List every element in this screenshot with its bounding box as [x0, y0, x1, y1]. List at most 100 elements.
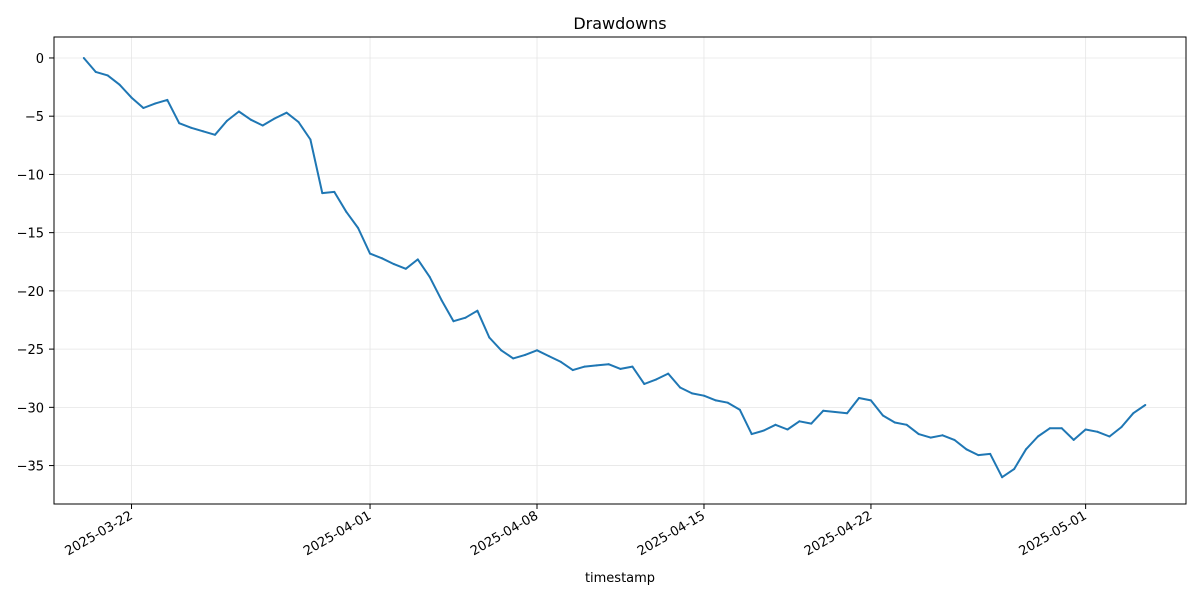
- data-point: [214, 133, 216, 136]
- data-point: [321, 192, 324, 195]
- data-point: [416, 258, 419, 261]
- y-tick-label: −30: [17, 401, 44, 416]
- data-point: [333, 190, 336, 193]
- data-point: [738, 408, 741, 411]
- series-layer: [82, 57, 1147, 479]
- data-point: [142, 107, 145, 109]
- data-point: [929, 436, 932, 439]
- data-point: [1084, 428, 1087, 431]
- grid-lines: [54, 37, 1186, 504]
- data-point: [726, 401, 729, 404]
- data-point: [703, 394, 705, 397]
- data-point: [643, 383, 646, 385]
- data-point: [810, 422, 813, 425]
- data-point: [1096, 430, 1099, 433]
- y-axis: 0 −5 −10 −15 −20 −25 −30 −35: [17, 52, 54, 475]
- y-tick-label: −35: [17, 460, 44, 475]
- data-point: [762, 429, 765, 432]
- data-point: [631, 365, 634, 368]
- data-point: [94, 70, 97, 73]
- data-point: [905, 423, 908, 426]
- y-tick-label: −5: [25, 110, 44, 125]
- y-tick-label: −20: [17, 285, 44, 300]
- data-point: [691, 392, 694, 395]
- data-point: [1060, 427, 1063, 430]
- data-point: [1144, 404, 1147, 406]
- data-point: [166, 98, 169, 101]
- data-point: [512, 357, 515, 360]
- y-tick-label: −15: [17, 227, 44, 242]
- data-point: [989, 452, 992, 455]
- data-point: [154, 102, 157, 105]
- data-point: [1072, 438, 1075, 441]
- plot-frame: [53, 36, 1187, 505]
- data-point: [1132, 412, 1135, 415]
- data-point: [679, 386, 682, 389]
- y-tick-label: 0: [36, 52, 44, 67]
- data-point: [869, 399, 872, 402]
- data-point: [1013, 468, 1016, 471]
- data-point: [917, 433, 920, 436]
- data-point: [583, 365, 586, 368]
- data-point: [714, 399, 717, 402]
- chart-title: Drawdowns: [573, 14, 666, 33]
- data-point: [536, 349, 538, 352]
- data-point: [607, 363, 610, 366]
- data-point: [834, 411, 837, 413]
- data-point: [297, 121, 300, 123]
- data-point: [571, 369, 574, 372]
- data-point: [130, 96, 133, 99]
- data-point: [190, 126, 193, 129]
- data-point: [428, 275, 431, 278]
- data-point: [965, 448, 968, 451]
- data-point: [774, 423, 777, 426]
- data-point: [822, 409, 825, 412]
- data-point: [595, 364, 598, 367]
- data-point: [464, 316, 467, 319]
- data-point: [178, 122, 181, 125]
- data-point: [369, 252, 371, 255]
- data-point: [237, 110, 240, 113]
- data-point: [881, 414, 884, 417]
- data-point: [249, 118, 252, 121]
- data-point: [1120, 426, 1123, 429]
- data-point: [381, 257, 383, 260]
- data-point: [1108, 435, 1111, 438]
- data-point: [392, 263, 395, 266]
- data-point: [404, 267, 407, 270]
- data-point: [893, 421, 896, 424]
- data-point: [261, 124, 264, 127]
- data-point: [1036, 435, 1039, 438]
- data-point: [977, 454, 980, 457]
- data-point: [667, 372, 670, 375]
- data-point: [106, 74, 109, 77]
- drawdown-series-line: [83, 57, 1146, 479]
- data-point: [858, 397, 860, 399]
- x-axis-label: timestamp: [585, 571, 655, 586]
- data-point: [750, 433, 753, 436]
- data-point: [786, 428, 789, 431]
- y-tick-label: −10: [17, 168, 44, 183]
- data-point: [798, 420, 801, 423]
- data-point: [202, 130, 205, 133]
- data-point: [452, 320, 455, 323]
- data-point: [1001, 476, 1004, 479]
- data-point: [655, 378, 658, 381]
- data-point: [619, 367, 622, 370]
- data-point: [357, 227, 360, 229]
- data-point: [500, 349, 503, 352]
- data-point: [524, 353, 527, 356]
- data-point: [476, 309, 479, 312]
- data-point: [846, 412, 849, 415]
- data-point: [1025, 448, 1027, 451]
- data-point: [488, 336, 491, 339]
- data-point: [345, 210, 348, 213]
- data-point: [547, 355, 550, 358]
- data-point: [1048, 427, 1051, 430]
- data-point: [953, 438, 956, 441]
- data-point: [118, 83, 121, 86]
- data-point: [941, 434, 944, 437]
- data-point: [559, 360, 562, 363]
